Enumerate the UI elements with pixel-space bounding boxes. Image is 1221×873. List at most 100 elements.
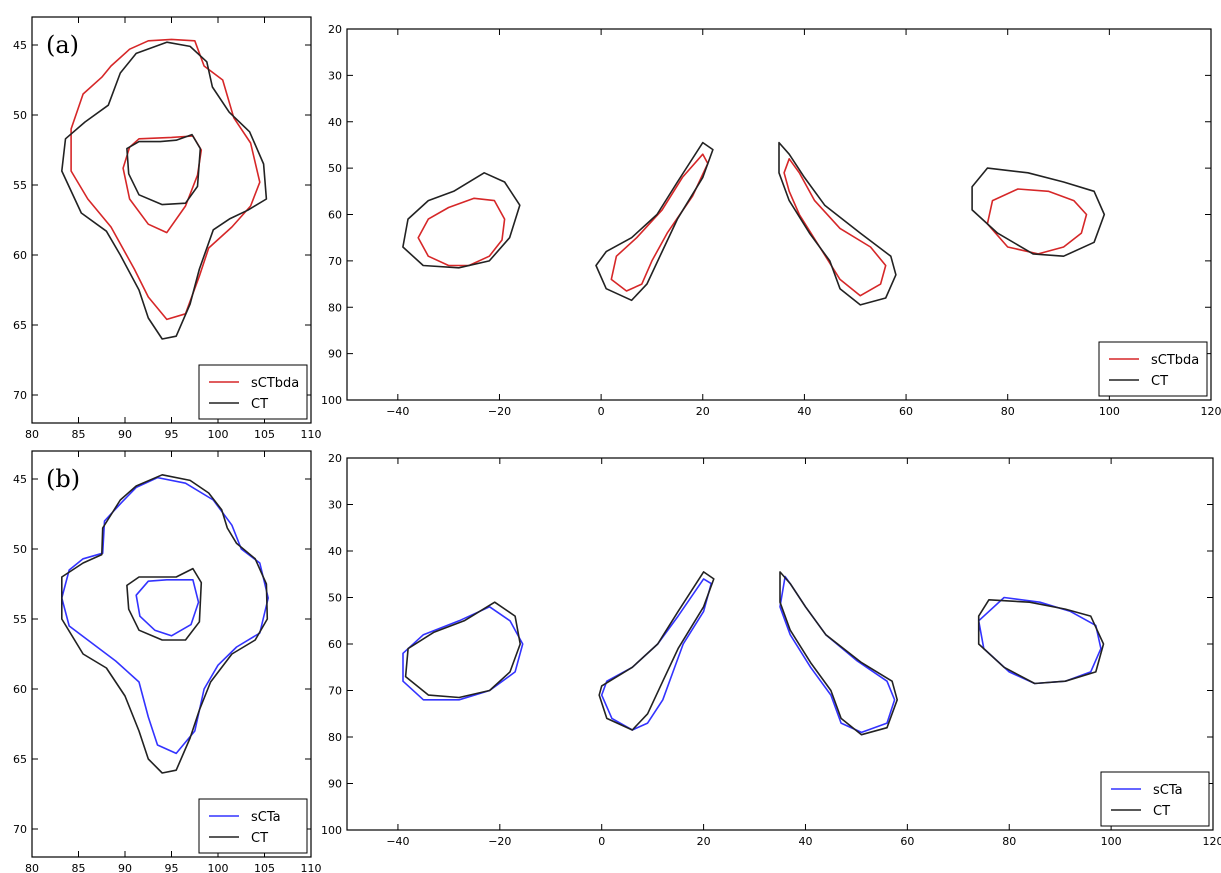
legend-box [1098,341,1208,397]
x-tick-label: 105 [254,428,275,441]
y-tick-label: 20 [328,452,342,465]
x-tick-label: 0 [598,405,605,418]
axes-frame [346,457,1214,831]
contour-ct-2 [595,141,714,302]
y-tick-label: 70 [328,255,342,268]
y-tick-label: 80 [328,301,342,314]
contour-ct-3 [778,141,897,306]
y-tick-label: 45 [13,473,27,486]
y-tick-label: 70 [328,685,342,698]
y-tick-label: 40 [328,545,342,558]
x-tick-label: 120 [1203,835,1221,848]
y-tick-label: 70 [13,389,27,402]
legend: sCTbda CT [198,364,308,420]
x-tick-label: 80 [1002,835,1016,848]
x-tick-label: 100 [1099,405,1120,418]
plot-area [402,141,1106,306]
x-tick-label: 85 [72,428,86,441]
x-tick-label: 110 [301,428,322,441]
legend-label-scta: sCTa [251,810,281,825]
contour-ct-1 [404,601,521,699]
x-tick-label: 100 [208,428,229,441]
x-tick-label: 0 [598,835,605,848]
contour-sctbda-2 [122,135,203,234]
y-tick-label: 60 [13,683,27,696]
y-tick-label: 30 [328,499,342,512]
contour-sctbda-2 [610,153,709,292]
y-tick-label: 100 [321,824,342,837]
axes-frame [31,450,312,858]
y-tick-label: 55 [13,179,27,192]
legend-label-ct: CT [1151,374,1168,389]
legend: sCTa CT [198,798,308,854]
panel-label: (a) [46,31,79,59]
contour-ct-2 [126,133,202,206]
x-tick-label: −40 [386,405,409,418]
contour-scta-4 [977,596,1102,685]
contour-sctbda-1 [70,38,261,321]
y-tick-label: 65 [13,753,27,766]
x-tick-label: 85 [72,862,86,873]
contour-scta-1 [61,476,269,755]
legend-label-ct: CT [251,831,268,846]
contour-ct-3 [779,571,898,736]
y-tick-label: 60 [328,638,342,651]
contour-ct-4 [971,167,1106,257]
y-tick-label: 50 [328,162,342,175]
x-tick-label: 95 [165,862,179,873]
y-tick-label: 30 [328,69,342,82]
chart-panel-a-left: 80 85 90 95 100 105 110 45 50 55 60 65 70 (a) sCTbda CT [13,16,322,441]
contour-scta-2 [600,578,712,731]
legend: sCTa CT [1100,771,1210,827]
chart-panel-a-right: −40 −20 0 20 40 60 80 100 120 20 30 40 50 60 70 80 90 100… [321,23,1221,418]
contour-ct-1 [402,172,521,269]
x-tick-label: 100 [208,862,229,873]
y-tick-label: 45 [13,39,27,52]
x-tick-label: 80 [1001,405,1015,418]
y-tick-label: 90 [328,778,342,791]
x-tick-label: 100 [1101,835,1122,848]
y-tick-label: 50 [13,109,27,122]
x-tick-label: 20 [697,835,711,848]
legend-box [198,364,308,420]
contour-ct-1 [61,41,268,340]
contour-scta-2 [135,579,200,637]
legend: sCTbda CT [1098,341,1208,397]
contour-ct-2 [126,567,203,641]
panel-label: (b) [46,465,80,493]
legend-box [1100,771,1210,827]
legend-label-scta: sCTa [1153,783,1183,798]
y-tick-label: 50 [13,543,27,556]
y-tick-label: 100 [321,394,342,407]
plot-area [61,38,268,340]
legend-label-sctbda: sCTbda [251,376,299,391]
legend-label-ct: CT [1153,804,1170,819]
plot-area [61,474,269,774]
x-tick-label: 110 [301,862,322,873]
legend-label-ct: CT [251,397,268,412]
y-tick-label: 80 [328,731,342,744]
x-tick-label: 95 [165,428,179,441]
x-tick-label: −20 [488,835,511,848]
x-tick-label: −20 [488,405,511,418]
y-tick-label: 65 [13,319,27,332]
axes-frame [346,28,1212,401]
y-tick-label: 90 [328,348,342,361]
y-tick-label: 60 [328,209,342,222]
x-tick-label: 60 [900,835,914,848]
plot-area [402,571,1105,736]
y-tick-label: 40 [328,116,342,129]
x-tick-label: 80 [25,428,39,441]
x-tick-label: 90 [118,862,132,873]
x-tick-label: 105 [254,862,275,873]
y-tick-label: 60 [13,249,27,262]
x-tick-label: 60 [899,405,913,418]
chart-panel-b-left: 80 85 90 95 100 105 110 45 50 55 60 65 70 (b) sCTa CT [13,450,322,873]
contour-ct-4 [977,599,1105,685]
y-tick-label: 20 [328,23,342,36]
contour-sctbda-3 [783,158,887,297]
chart-panel-b-right: −40 −20 0 20 40 60 80 100 120 20 30 40 50 60 70 80 90 100… [321,452,1221,848]
contour-sctbda-4 [986,188,1088,255]
contour-ct-2 [598,571,715,731]
x-tick-label: 40 [798,835,812,848]
